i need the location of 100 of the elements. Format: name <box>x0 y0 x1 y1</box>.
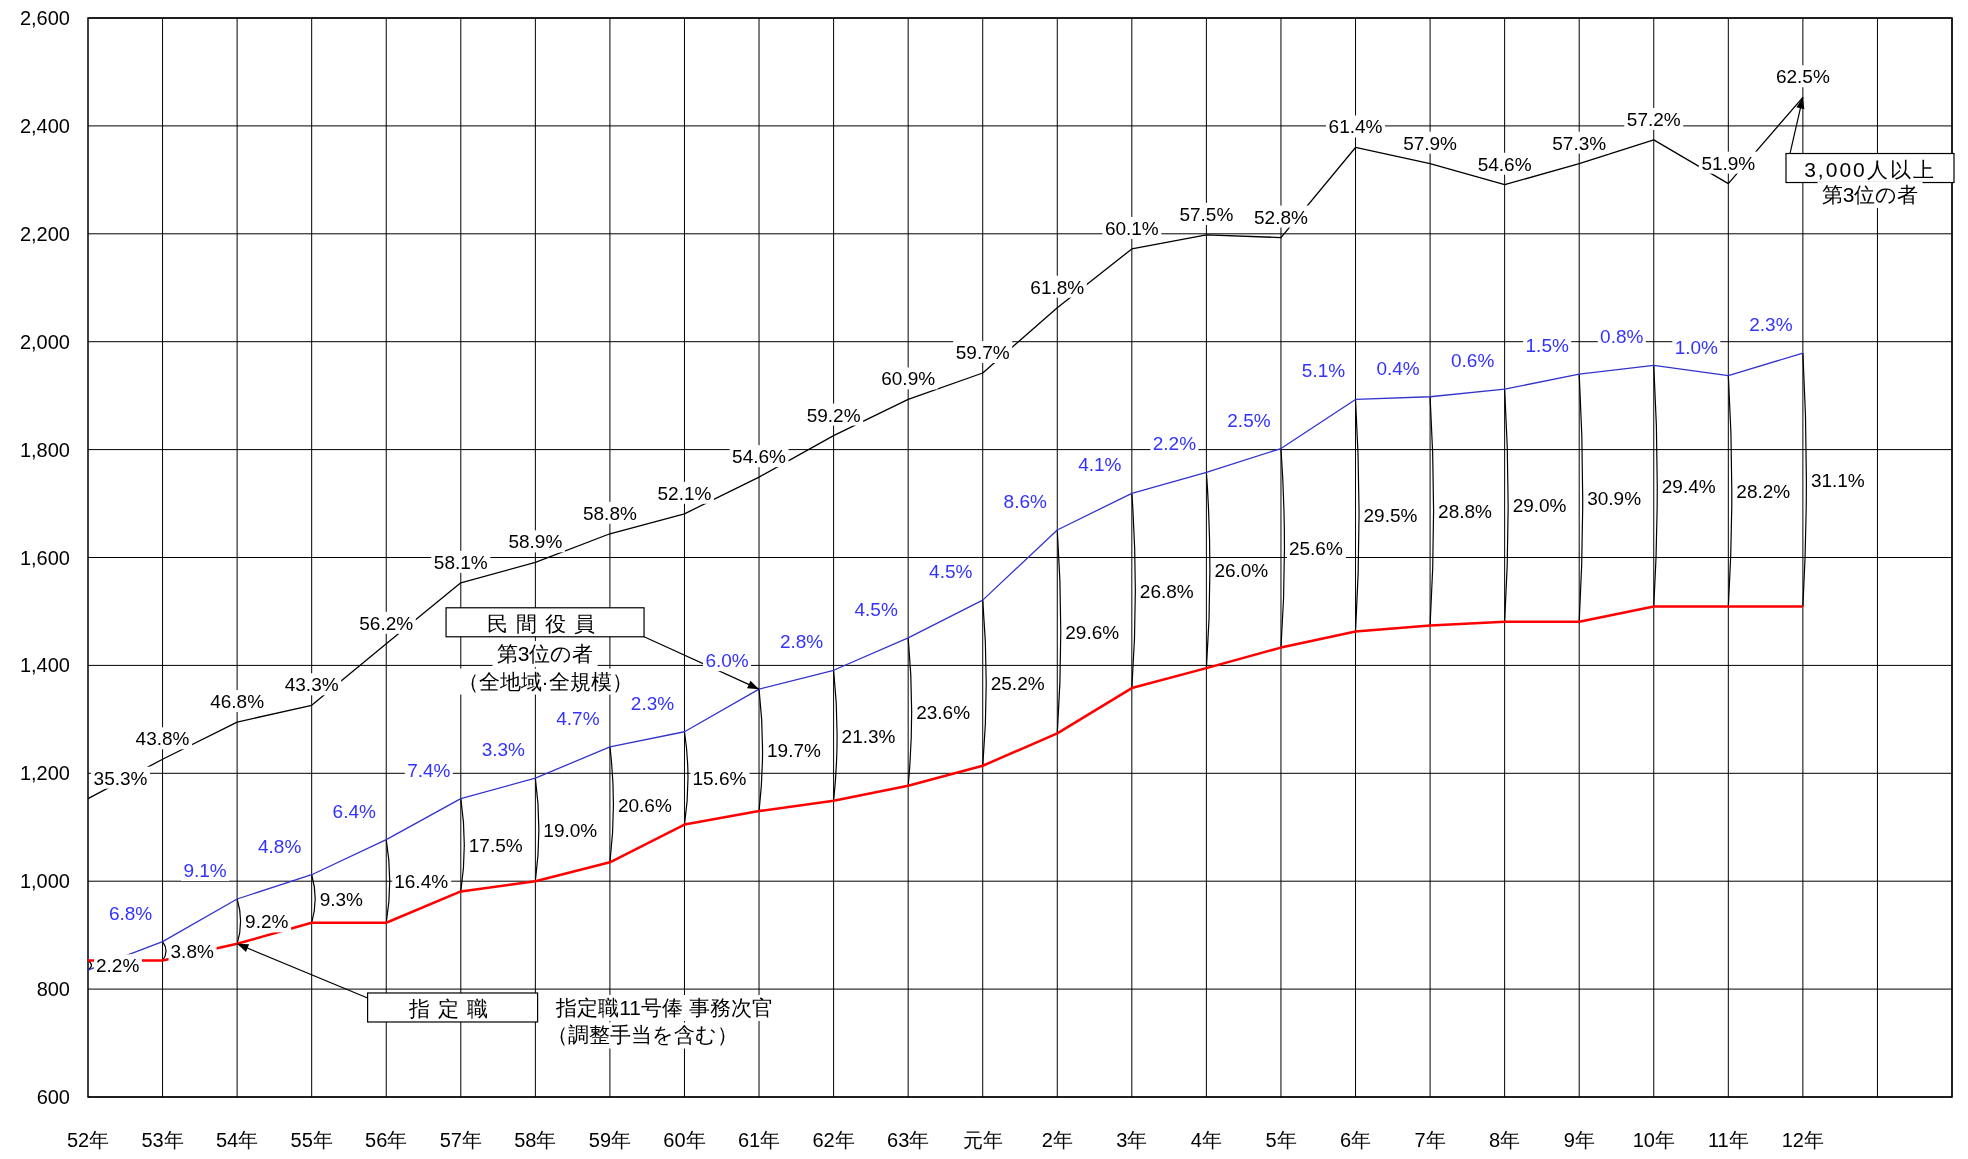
annotation: 3.3% <box>481 739 526 761</box>
y-tick-label: 1,400 <box>19 654 70 677</box>
annotation: 第3位の者 <box>1821 182 1919 206</box>
annotation: 2.8% <box>779 631 824 653</box>
x-tick-label: 61年 <box>737 1129 781 1151</box>
x-tick-label: 60年 <box>663 1129 706 1151</box>
y-tick-label: 2,400 <box>19 114 70 137</box>
annotation: 26.8% <box>1139 580 1194 602</box>
x-tick-label: 59年 <box>588 1129 632 1151</box>
y-tick-label: 2,600 <box>19 7 70 29</box>
annotation: 54.6% <box>1477 153 1532 175</box>
annotation: 1.5% <box>1525 335 1569 357</box>
annotation: 9.1% <box>183 860 227 881</box>
annotation: 28.2% <box>1736 481 1791 503</box>
text: 指定職 <box>408 996 497 1020</box>
annotation: 19.7% <box>767 740 822 762</box>
annotation: 3.8% <box>170 941 214 963</box>
annotation: 57.9% <box>1403 132 1458 154</box>
annotation: 0.8% <box>1600 326 1644 348</box>
x-tick-label: 12年 <box>1781 1129 1825 1151</box>
annotation: （調整手当を含む） <box>546 1023 738 1047</box>
annotation: 51.9% <box>1701 152 1756 174</box>
annotation: 0.6% <box>1450 350 1495 372</box>
annotation: 7.4% <box>407 759 451 781</box>
x-tick-label: 11年 <box>1707 1129 1749 1151</box>
annotation: 9.2% <box>245 911 289 933</box>
annotation: 2.5% <box>1227 409 1271 431</box>
y-tick-label: 1,200 <box>19 762 70 785</box>
x-tick-label: 56年 <box>365 1129 408 1151</box>
annotation: 2.2% <box>96 955 140 977</box>
x-tick-label: 55年 <box>290 1129 333 1151</box>
x-tick-label: 2年 <box>1041 1129 1073 1151</box>
annotation: 指定職11号俸 事務次官 <box>555 995 773 1019</box>
x-tick-label: 62年 <box>812 1129 855 1151</box>
annotation: 第3位の者 <box>496 642 594 666</box>
annotation: 25.6% <box>1288 538 1343 560</box>
annotation: 21.3% <box>841 725 896 747</box>
annotation: 29.4% <box>1661 476 1716 498</box>
annotation: 28.8% <box>1438 501 1493 523</box>
annotation: 31.1% <box>1810 469 1865 491</box>
annotation: 4.8% <box>258 835 302 857</box>
annotation: 9.3% <box>319 888 364 910</box>
x-tick-label: 54年 <box>215 1129 259 1151</box>
x-tick-label: 53年 <box>141 1129 184 1151</box>
annotation: 29.0% <box>1512 495 1567 517</box>
x-tick-label: 7年 <box>1414 1129 1446 1151</box>
x-tick-label: 58年 <box>514 1129 557 1151</box>
annotation: 16.4% <box>394 871 449 893</box>
annotation: 58.9% <box>508 531 563 553</box>
annotation: 2.2% <box>1152 433 1197 455</box>
x-tick-label: 57年 <box>439 1129 482 1151</box>
annotation: 60.1% <box>1104 217 1159 239</box>
annotation: 29.5% <box>1363 505 1418 527</box>
y-tick-label: 800 <box>36 978 70 1001</box>
y-tick-label: 600 <box>36 1086 70 1108</box>
annotation: 57.2% <box>1626 108 1681 130</box>
annotation: 6.0% <box>705 650 749 672</box>
annotation: 52.8% <box>1254 206 1308 228</box>
series-label: 3,000人以上 <box>1804 157 1936 181</box>
annotation: 59.2% <box>806 404 861 426</box>
annotation: 4.5% <box>854 598 898 620</box>
annotation: 25.2% <box>990 672 1045 694</box>
x-tick-label: 10年 <box>1632 1129 1675 1151</box>
annotation: 20.6% <box>617 794 672 816</box>
y-tick-label: 1,000 <box>19 870 70 893</box>
annotation: 4.7% <box>556 707 600 729</box>
x-tick-label: 52年 <box>66 1129 110 1151</box>
annotation: 61.4% <box>1328 116 1383 138</box>
annotation: 15.6% <box>692 768 747 790</box>
annotation: 6.8% <box>108 902 153 924</box>
annotation: 19.0% <box>543 819 598 841</box>
annotation: 56.2% <box>359 612 414 634</box>
y-tick-label: 1,800 <box>19 438 70 461</box>
annotation: 59.7% <box>955 341 1010 363</box>
annotation: 57.5% <box>1179 203 1234 225</box>
x-tick-label: 8年 <box>1489 1129 1521 1151</box>
annotation: （全地域·全規模） <box>457 669 633 693</box>
annotation: 62.5% <box>1775 66 1830 88</box>
y-tick-label: 2,200 <box>19 222 70 245</box>
annotation: 57.3% <box>1552 132 1607 154</box>
x-tick-label: 4年 <box>1190 1129 1222 1151</box>
annotation: 8.6% <box>1003 490 1048 512</box>
annotation: 61.8% <box>1030 276 1085 298</box>
x-tick-label: 3年 <box>1116 1129 1148 1151</box>
annotation: 5.1% <box>1301 360 1346 382</box>
annotation: 46.8% <box>210 691 265 713</box>
text: 民間役員 <box>487 611 604 635</box>
x-tick-label: 9年 <box>1563 1129 1595 1151</box>
annotation: 2.3% <box>1749 314 1793 336</box>
annotation: 43.8% <box>135 728 190 750</box>
annotation: 58.1% <box>433 551 488 573</box>
annotation: 43.3% <box>284 674 339 696</box>
annotation: 54.6% <box>732 446 787 468</box>
y-tick-label: 1,600 <box>19 546 70 569</box>
annotation: 60.9% <box>881 368 936 390</box>
annotation: 35.3% <box>93 767 148 789</box>
annotation: 23.6% <box>916 701 971 723</box>
annotation: 1.0% <box>1674 336 1719 358</box>
x-tick-label: 元年 <box>962 1129 1003 1151</box>
annotation: 52.1% <box>657 482 712 504</box>
